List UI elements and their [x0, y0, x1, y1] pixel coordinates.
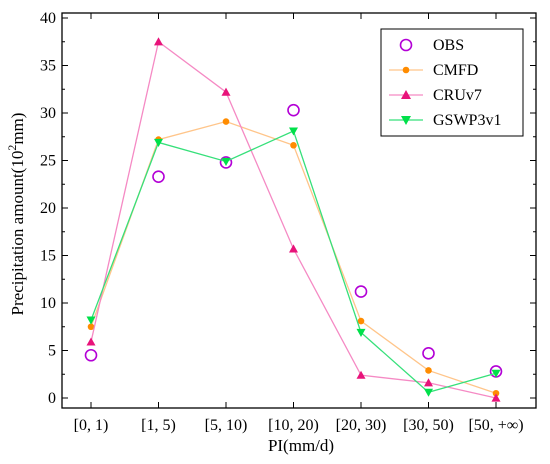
x-tick-label: [0, 1) [74, 417, 109, 434]
data-point-marker [221, 157, 231, 166]
y-tick-label: 15 [40, 248, 56, 265]
legend-label: CMFD [433, 62, 478, 79]
x-tick-label: [10, 20) [268, 417, 319, 434]
y-tick-label: 0 [48, 390, 56, 407]
data-point-marker [425, 367, 432, 374]
data-point-marker [152, 170, 165, 183]
y-axis-title-sup: 2 [5, 145, 19, 151]
data-point-marker [422, 347, 435, 360]
data-point-marker [424, 388, 433, 397]
series-obs [84, 103, 503, 378]
legend-item-gswp3v1: GSWP3v1 [389, 112, 501, 129]
series-line [90, 130, 497, 394]
data-point-marker [401, 90, 411, 99]
data-point-marker [491, 393, 501, 402]
y-tick-label: 40 [40, 10, 56, 27]
data-point-marker [356, 370, 366, 379]
y-tick-label: 10 [40, 295, 56, 312]
axes: 0 5 10 15 20 25 30 35 40 [0, 1) [1, 5) [5, 10) [10, … [40, 10, 537, 434]
data-point-marker [154, 138, 163, 147]
x-tick-label: [20, 30) [336, 417, 387, 434]
y-tick-label: 25 [40, 153, 56, 170]
data-point-marker [219, 156, 233, 169]
data-point-marker [86, 316, 96, 325]
series-cmfd [87, 118, 500, 397]
data-point-marker [222, 118, 230, 125]
y-tick-label: 30 [40, 105, 56, 122]
x-tick-label: [50, +∞) [468, 417, 523, 434]
data-point-marker [357, 317, 365, 325]
legend-label: GSWP3v1 [433, 112, 501, 129]
data-point-marker [86, 337, 96, 346]
data-point-marker [402, 66, 410, 74]
y-axis-title: Precipitation amount(102mm) [5, 113, 27, 316]
legend-label: OBS [433, 37, 464, 54]
x-axis-title: PI(mm/d) [268, 436, 334, 455]
legend: OBS CMFD CRUv7 GSWP3v1 [380, 28, 524, 137]
data-point-marker [87, 323, 95, 331]
series-cruv7 [86, 37, 501, 402]
legend-item-obs: OBS [399, 37, 464, 54]
data-point-marker [221, 87, 231, 96]
series-layer [84, 37, 503, 402]
y-tick-label: 20 [40, 200, 56, 217]
series-gswp3v1 [86, 127, 501, 397]
data-point-marker [401, 116, 411, 125]
data-point-marker [287, 103, 300, 117]
data-point-marker [289, 244, 298, 253]
y-axis-title-prefix: Precipitation amount(10 [8, 151, 27, 316]
data-point-marker [84, 348, 98, 362]
x-tick-label: [30, 50) [403, 417, 454, 434]
legend-label: CRUv7 [433, 87, 482, 104]
legend-item-cmfd: CMFD [389, 62, 478, 79]
y-axis-title-suffix: mm) [8, 113, 27, 145]
series-line [90, 120, 497, 394]
data-point-marker [289, 127, 298, 136]
data-point-marker [356, 328, 366, 337]
data-point-marker [290, 142, 297, 149]
data-point-marker [491, 369, 501, 378]
data-point-marker [154, 37, 163, 46]
data-point-marker [399, 38, 413, 52]
x-tick-label: [1, 5) [141, 417, 176, 434]
x-tick-label: [5, 10) [205, 417, 248, 434]
data-point-marker [354, 285, 368, 298]
data-point-marker [492, 389, 500, 397]
y-tick-label: 35 [40, 58, 56, 75]
legend-item-cruv7: CRUv7 [389, 87, 482, 104]
data-point-marker [424, 378, 433, 387]
y-tick-label: 5 [48, 343, 56, 360]
plot-frame [61, 12, 537, 409]
